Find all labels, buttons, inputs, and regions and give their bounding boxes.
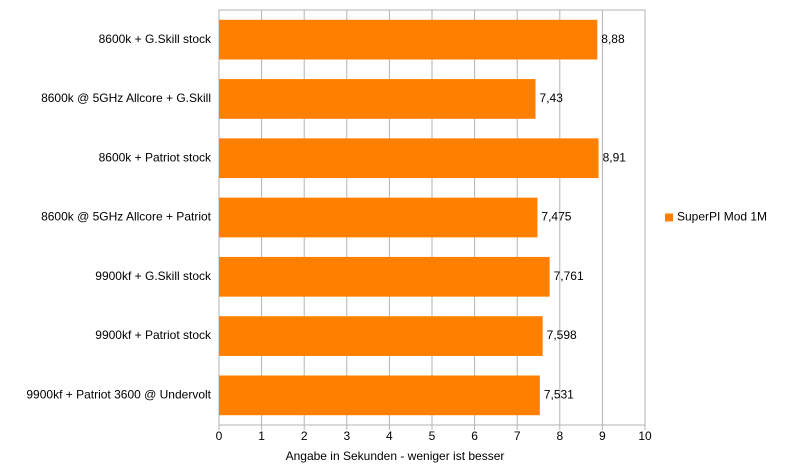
x-tick-label: 2 <box>301 429 308 443</box>
x-tick-label: 10 <box>638 429 652 443</box>
y-tick-label: 9900kf + Patriot 3600 @ Undervolt <box>26 388 211 402</box>
bar <box>219 375 540 416</box>
value-label: 7,598 <box>547 328 577 342</box>
x-tick-label: 5 <box>429 429 436 443</box>
x-axis-label: Angabe in Sekunden - weniger ist besser <box>286 449 505 463</box>
bar <box>219 316 543 356</box>
x-tick-label: 1 <box>258 429 265 443</box>
y-tick-label: 9900kf + Patriot stock <box>95 328 212 342</box>
bar <box>219 79 536 119</box>
value-label: 8,91 <box>603 150 627 164</box>
y-tick-label: 8600k @ 5GHz Allcore + Patriot <box>41 210 212 224</box>
x-tick-label: 6 <box>471 429 478 443</box>
y-tick-label: 9900kf + G.Skill stock <box>95 269 212 283</box>
value-label: 7,761 <box>554 269 584 283</box>
y-tick-label: 8600k @ 5GHz Allcore + G.Skill <box>41 91 211 105</box>
value-label: 7,43 <box>540 91 564 105</box>
bar <box>219 19 598 60</box>
x-tick-label: 3 <box>343 429 350 443</box>
value-label: 7,475 <box>541 210 571 224</box>
y-tick-label: 8600k + G.Skill stock <box>99 32 212 46</box>
legend-swatch <box>665 213 673 222</box>
x-tick-label: 0 <box>216 429 223 443</box>
x-tick-label: 8 <box>556 429 563 443</box>
bar <box>219 256 550 297</box>
value-label: 7,531 <box>544 388 574 402</box>
bar <box>219 197 538 238</box>
bar <box>219 138 599 179</box>
value-label: 8,88 <box>601 32 625 46</box>
y-tick-label: 8600k + Patriot stock <box>99 150 212 164</box>
x-tick-label: 4 <box>386 429 393 443</box>
x-tick-label: 9 <box>599 429 606 443</box>
legend-label: SuperPI Mod 1M <box>677 210 767 224</box>
x-tick-label: 7 <box>514 429 521 443</box>
